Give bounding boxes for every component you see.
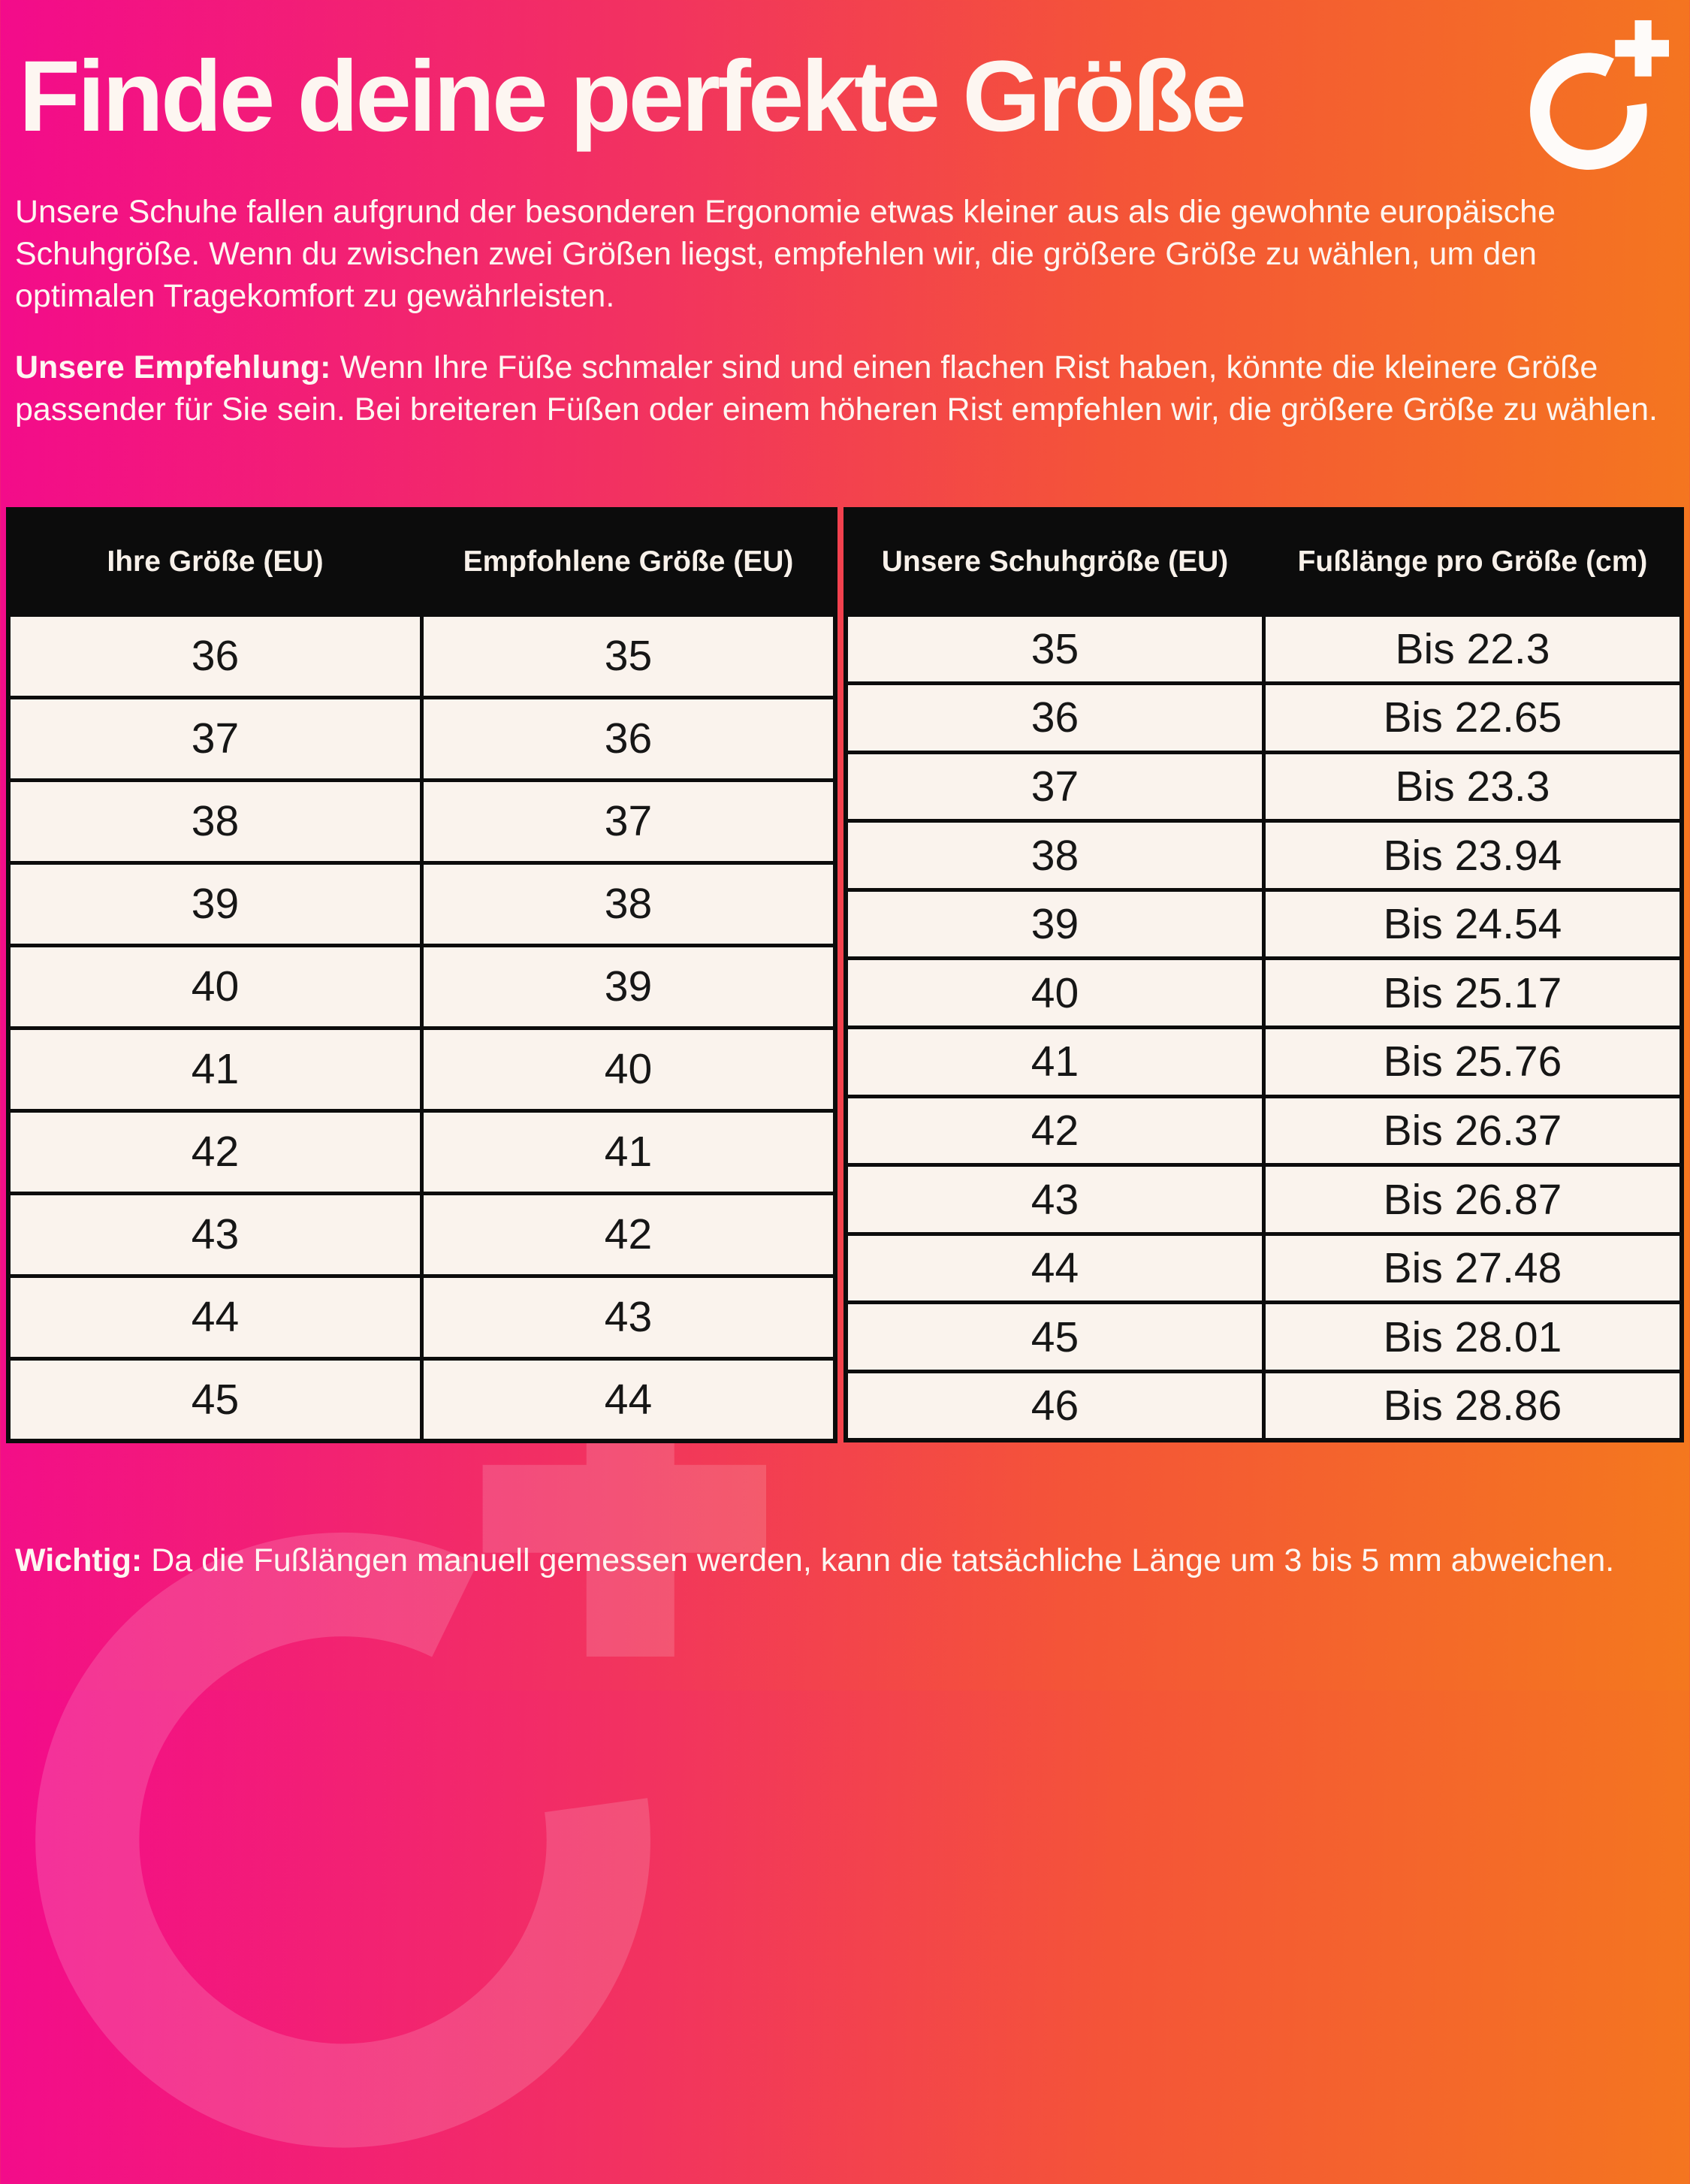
table-header-row: Ihre Größe (EU) Empfohlene Größe (EU)	[6, 507, 837, 617]
table-header-row: Unsere Schuhgröße (EU) Fußlänge pro Größ…	[843, 507, 1684, 617]
table-row: 36 Bis 22.65	[843, 681, 1684, 754]
table-cell: Bis 28.86	[1262, 1370, 1684, 1442]
table-cell: 35	[420, 612, 837, 699]
table-cell: 36	[843, 681, 1266, 754]
table-cell: 41	[420, 1108, 837, 1195]
table-cell: Bis 24.54	[1262, 887, 1684, 961]
column-header-your-size: Ihre Größe (EU)	[6, 507, 424, 617]
intro-text: Unsere Schuhe fallen aufgrund der besond…	[15, 194, 1556, 314]
table-row: 40 39	[6, 943, 837, 1030]
table-cell: 43	[843, 1163, 1266, 1236]
table-row: 44 Bis 27.48	[843, 1231, 1684, 1305]
table-cell: 39	[6, 860, 424, 947]
table-cell: 44	[6, 1273, 424, 1361]
recommendation-label: Unsere Empfehlung:	[15, 349, 331, 385]
table-cell: Bis 22.65	[1262, 681, 1684, 754]
table-cell: 42	[6, 1108, 424, 1195]
important-note: Wichtig: Da die Fußlängen manuell gemesse…	[15, 1540, 1622, 1582]
intro-paragraph: Unsere Schuhe fallen aufgrund der besond…	[15, 192, 1675, 318]
table-cell: 45	[6, 1356, 424, 1443]
table-cell: 41	[843, 1026, 1266, 1098]
table-cell: 46	[843, 1370, 1266, 1442]
table-header: Unsere Schuhgröße (EU) Fußlänge pro Größ…	[843, 507, 1684, 617]
table-cell: 44	[843, 1231, 1266, 1305]
foot-length-table: Unsere Schuhgröße (EU) Fußlänge pro Größ…	[843, 507, 1684, 1443]
table-row: 39 38	[6, 860, 837, 947]
table-row: 38 Bis 23.94	[843, 819, 1684, 892]
o-plus-logo-icon	[1530, 20, 1669, 170]
table-cell: Bis 25.17	[1262, 956, 1684, 1030]
table-row: 45 Bis 28.01	[843, 1300, 1684, 1374]
table-row: 36 35	[6, 612, 837, 699]
table-header: Ihre Größe (EU) Empfohlene Größe (EU)	[6, 507, 837, 617]
table-row: 41 40	[6, 1026, 837, 1113]
table-cell: 36	[420, 695, 837, 782]
column-header-recommended-size: Empfohlene Größe (EU)	[420, 507, 837, 617]
table-row: 42 41	[6, 1108, 837, 1195]
column-header-foot-length: Fußlänge pro Größe (cm)	[1262, 507, 1684, 617]
table-row: 42 Bis 26.37	[843, 1094, 1684, 1168]
table-cell: 43	[420, 1273, 837, 1361]
size-guide-infographic: { "header": { "title": "Finde deine perf…	[0, 0, 1690, 1690]
recommendation-paragraph: Unsere Empfehlung: Wenn Ihre Füße schmale…	[15, 347, 1675, 431]
table-cell: Bis 22.3	[1262, 612, 1684, 686]
table-cell: 42	[843, 1094, 1266, 1168]
table-row: 37 Bis 23.3	[843, 750, 1684, 823]
table-row: 38 37	[6, 778, 837, 865]
table-cell: 37	[6, 695, 424, 782]
table-cell: 37	[843, 750, 1266, 823]
table-body: 35 Bis 22.3 36 Bis 22.65 37 Bis 23.3 38 Bis 23.…	[843, 612, 1684, 1442]
watermark-o-plus-logo	[35, 1361, 766, 2148]
table-row: 40 Bis 25.17	[843, 956, 1684, 1030]
page-title: Finde deine perfekte Größe	[19, 41, 1247, 153]
table-cell: 45	[843, 1300, 1266, 1374]
table-cell: Bis 26.87	[1262, 1163, 1684, 1236]
table-cell: Bis 27.48	[1262, 1231, 1684, 1305]
table-row: 39 Bis 24.54	[843, 887, 1684, 961]
table-cell: 36	[6, 612, 424, 699]
table-row: 37 36	[6, 695, 837, 782]
table-cell: 38	[6, 778, 424, 865]
table-cell: 40	[420, 1026, 837, 1113]
table-cell: 38	[843, 819, 1266, 892]
recommendation-text: Wenn Ihre Füße schmaler sind und einen f…	[15, 349, 1658, 427]
table-cell: 40	[6, 943, 424, 1030]
table-cell: 39	[420, 943, 837, 1030]
table-cell: Bis 28.01	[1262, 1300, 1684, 1374]
table-body: 36 35 37 36 38 37 39 38 40 39 41 40 42 41 43 42 44 43 45 44	[6, 612, 837, 1443]
table-cell: 41	[6, 1026, 424, 1113]
table-row: 45 44	[6, 1356, 837, 1443]
table-cell: 43	[6, 1191, 424, 1278]
table-cell: 44	[420, 1356, 837, 1443]
table-cell: 42	[420, 1191, 837, 1278]
table-row: 46 Bis 28.86	[843, 1370, 1684, 1442]
table-row: 41 Bis 25.76	[843, 1026, 1684, 1098]
note-label: Wichtig:	[15, 1542, 143, 1578]
table-row: 43 Bis 26.87	[843, 1163, 1684, 1236]
table-cell: Bis 23.94	[1262, 819, 1684, 892]
table-cell: 39	[843, 887, 1266, 961]
note-text: Da die Fußlängen manuell gemessen werden…	[151, 1542, 1615, 1578]
table-cell: 37	[420, 778, 837, 865]
table-cell: 35	[843, 612, 1266, 686]
table-cell: 40	[843, 956, 1266, 1030]
table-cell: 38	[420, 860, 837, 947]
column-header-shoe-size: Unsere Schuhgröße (EU)	[843, 507, 1266, 617]
table-cell: Bis 23.3	[1262, 750, 1684, 823]
size-recommendation-table: Ihre Größe (EU) Empfohlene Größe (EU) 36…	[6, 507, 837, 1443]
table-cell: Bis 26.37	[1262, 1094, 1684, 1168]
table-row: 43 42	[6, 1191, 837, 1278]
table-cell: Bis 25.76	[1262, 1026, 1684, 1098]
table-row: 35 Bis 22.3	[843, 612, 1684, 686]
table-row: 44 43	[6, 1273, 837, 1361]
